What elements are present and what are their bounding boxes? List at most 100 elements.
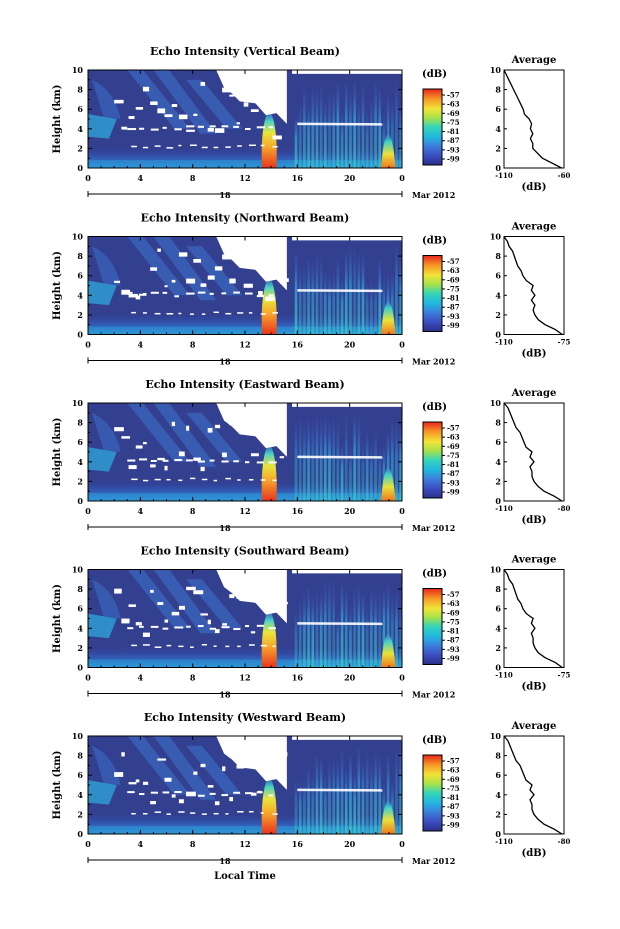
profile-y-tick-label: 8: [495, 85, 501, 95]
heatmap-field: [88, 70, 402, 168]
profile-frame: [503, 735, 565, 835]
early-echo: [88, 780, 117, 805]
y-tick-label: 10: [72, 565, 84, 575]
profile-x-tick-label: -110: [495, 338, 513, 347]
no-data-gap: [164, 619, 169, 623]
profile-y-tick-label: 4: [495, 623, 501, 633]
no-data-gap: [214, 629, 220, 634]
no-data-gap: [221, 292, 227, 295]
no-data-gap: [186, 586, 196, 591]
rain-streak: [311, 420, 315, 501]
x-tick-label: 8: [190, 839, 196, 849]
no-data-gap: [150, 791, 159, 794]
rain-streak: [298, 600, 302, 668]
no-data-gap: [186, 278, 196, 284]
profile-y-tick-label: 10: [490, 731, 502, 741]
colorbar-tick-label: -63: [447, 599, 460, 608]
profile-y-tick-label: 4: [495, 790, 501, 800]
no-data-gap: [222, 452, 227, 458]
fall-streak: [186, 745, 243, 795]
colorbar-label: (dB): [422, 69, 447, 80]
early-echo-upper: [91, 579, 121, 619]
no-data-gap: [236, 594, 240, 599]
no-data-gap: [258, 582, 265, 585]
y-tick-label: 10: [72, 398, 84, 408]
x-tick-label: 0: [85, 340, 91, 350]
rain-streak: [311, 88, 315, 168]
no-data-gap: [171, 611, 180, 616]
rain-streak: [353, 774, 356, 834]
x-tick-label: 4: [138, 506, 144, 516]
no-data-gap: [248, 644, 255, 646]
colorbar-label: (dB): [422, 236, 447, 247]
no-data-gap: [142, 86, 150, 92]
rain-streak: [311, 773, 315, 834]
colorbar-tick-label: -99: [447, 321, 460, 330]
no-data-gap: [186, 793, 194, 796]
y-tick-label: 0: [77, 663, 83, 673]
y-tick-label: 8: [77, 584, 83, 594]
no-data-gap: [260, 479, 266, 481]
no-data-gap: [135, 445, 143, 449]
heatmap-field: [88, 569, 402, 668]
no-data-gap: [142, 292, 147, 296]
panel-3: Echo Intensity (Southward Beam) 0 2 4 6 8 10 0 4…: [52, 545, 570, 700]
no-data-gap: [142, 146, 149, 149]
rain-streak: [328, 91, 331, 168]
no-data-gap: [166, 813, 171, 815]
no-data-gap: [221, 125, 229, 128]
no-data-gap: [162, 291, 168, 294]
no-data-gap: [164, 465, 168, 471]
rain-streak: [294, 778, 298, 834]
profile-y-tick-label: 0: [495, 330, 501, 340]
no-data-gap: [207, 785, 214, 788]
no-data-gap: [131, 812, 136, 815]
profile-y-tick-label: 4: [495, 457, 501, 467]
no-data-gap: [131, 145, 137, 148]
no-data-gap: [154, 312, 161, 315]
rain-streak: [307, 258, 310, 335]
rain-streak: [315, 91, 319, 168]
no-data-gap: [178, 811, 185, 813]
rain-streak: [399, 258, 402, 335]
convective-plume: [261, 109, 277, 168]
no-data-gap: [272, 135, 282, 140]
no-data-gap: [209, 792, 216, 795]
no-data-gap: [127, 627, 134, 630]
rain-streak: [324, 417, 327, 501]
early-echo: [88, 613, 117, 639]
fall-streak: [153, 403, 217, 467]
rain-streak: [386, 754, 390, 834]
x-tick-label: 0: [399, 173, 405, 183]
no-data-gap: [245, 625, 250, 628]
y-tick-label: 6: [77, 271, 83, 281]
no-data-gap: [236, 764, 245, 769]
no-data-gap: [139, 793, 145, 796]
heatmap-field: [88, 736, 402, 834]
no-data-top: [292, 569, 402, 574]
no-data-gap: [139, 293, 144, 296]
profile-y-tick-label: 8: [495, 251, 501, 261]
no-data-gap: [162, 126, 167, 129]
no-data-gap: [243, 102, 249, 107]
rain-streak: [374, 280, 377, 335]
rain-streak: [324, 272, 327, 335]
x-tick-label: 8: [190, 673, 196, 683]
profile-y-tick-label: 2: [495, 809, 501, 819]
rain-streak: [319, 419, 323, 501]
no-data-gap: [233, 628, 241, 631]
no-data-gap: [272, 312, 278, 314]
profile-line: [503, 735, 563, 835]
y-tick-label: 10: [72, 232, 84, 242]
no-data-gap: [243, 427, 254, 432]
fall-streak: [153, 569, 217, 634]
no-data-gap: [150, 267, 158, 271]
month-label: Mar 2012: [412, 190, 455, 200]
rain-streak: [303, 266, 306, 335]
y-axis-label: Height (km): [52, 751, 63, 820]
no-data-gap: [157, 602, 164, 605]
colorbar-tick-label: -93: [447, 312, 460, 321]
rain-streak: [395, 423, 398, 501]
no-data-gap: [171, 794, 176, 798]
y-tick-label: 6: [77, 104, 83, 114]
